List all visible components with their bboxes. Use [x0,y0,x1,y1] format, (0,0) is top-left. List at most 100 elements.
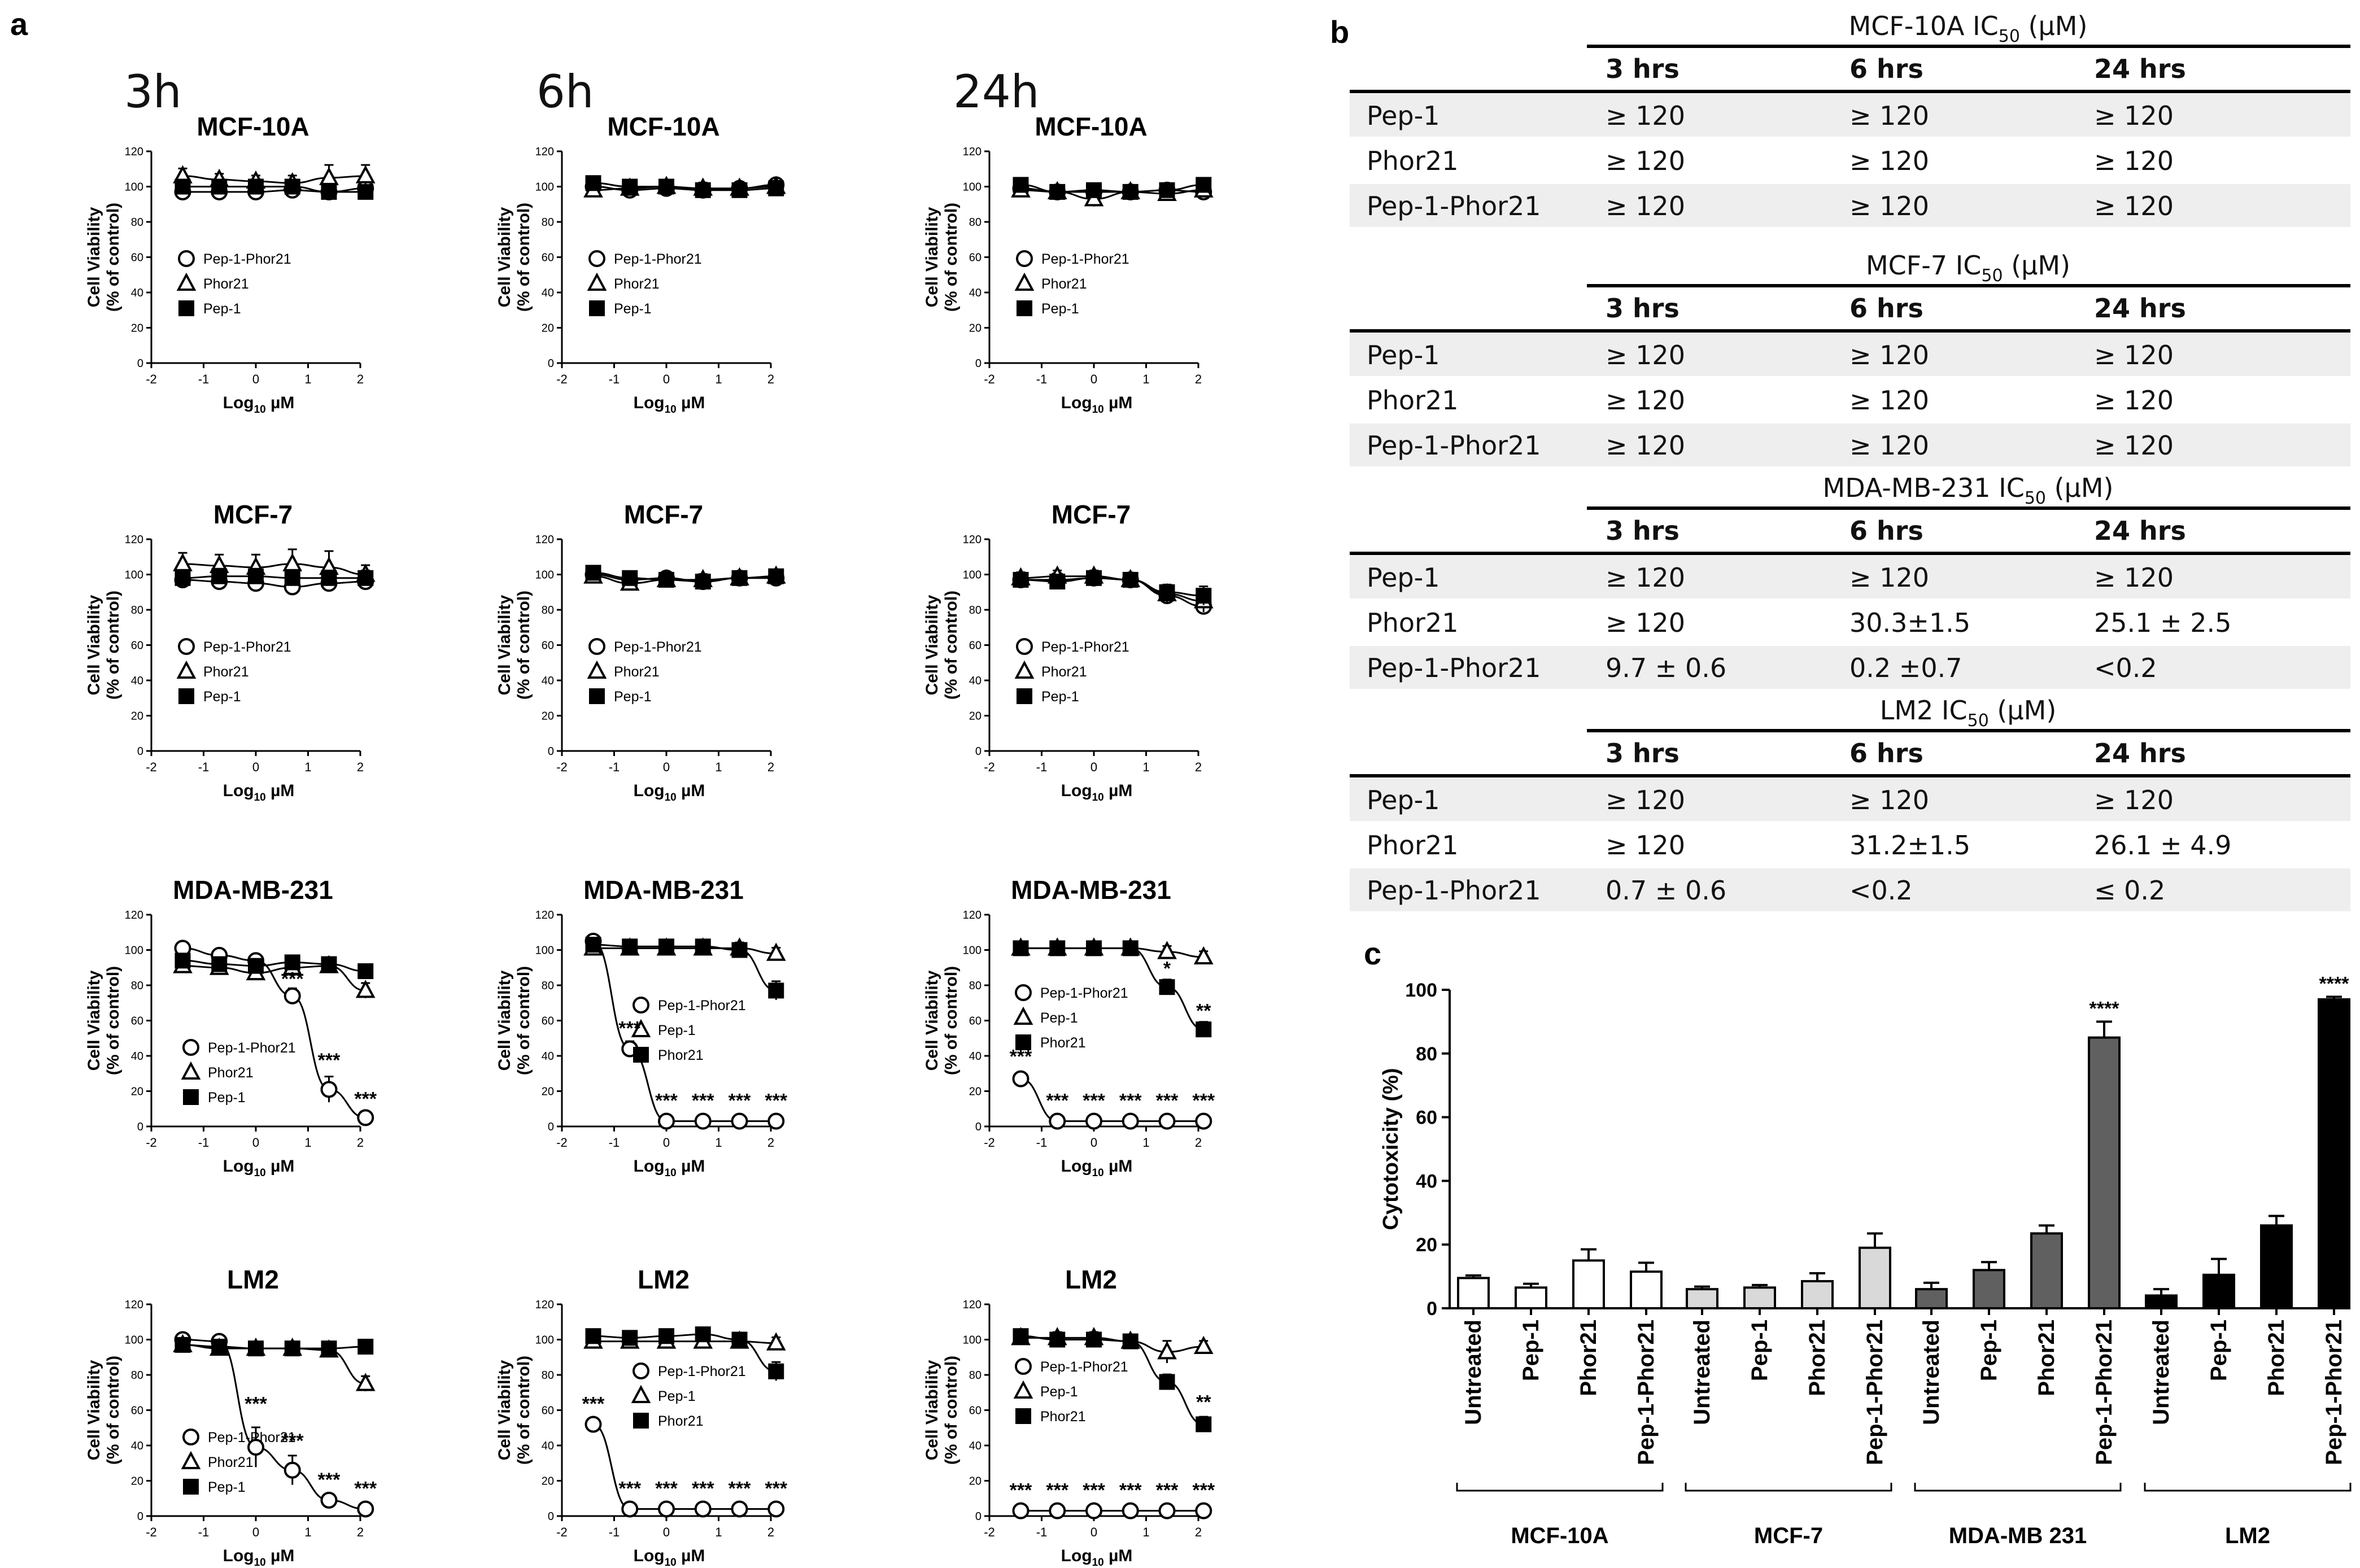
data-point [622,938,638,955]
row-label: Phor21 [1367,830,1458,861]
significance-label: *** [765,1090,787,1112]
x-tick-label: 0 [663,372,670,386]
data-point [283,987,301,1004]
significance-label: ** [1196,1391,1211,1413]
table-cell: ≥ 120 [2094,191,2174,221]
category-label: Pep-1 [1519,1320,1543,1381]
data-point [768,180,784,196]
legend-marker [587,660,607,679]
legend-marker [1015,1408,1031,1424]
x-tick-label: -2 [984,760,995,774]
legend-label: Phor21 [1041,664,1087,680]
legend-marker [178,250,195,267]
dose-response-plot: MCF-10A 0 20 40 60 80 100 120 -2 -1 0 1 2 Log10 µM Cel… [495,112,786,416]
x-tick-label: 0 [1090,1525,1097,1539]
data-point [1193,1335,1214,1354]
data-point [585,175,601,191]
table-cell: 25.1 ± 2.5 [2094,608,2231,638]
panel-label-a: a [10,6,28,42]
series-square-filled [175,1336,374,1357]
legend-label: Pep-1 [203,301,241,317]
y-tick-label: 120 [125,534,143,546]
data-point [695,938,711,955]
y-tick-label: 60 [131,1015,143,1028]
x-tick-label: 2 [357,1525,364,1539]
significance-label: * [1163,958,1171,979]
significance-label: **** [2319,973,2350,994]
data-point [1013,177,1029,193]
data-point [695,182,711,198]
legend-label: Pep-1-Phor21 [203,251,291,267]
legend-marker [587,272,607,291]
y-tick-label: 40 [969,1440,981,1452]
x-tick-label: 1 [1142,760,1149,774]
data-point [175,1336,191,1353]
table-cell: <0.2 [1849,875,1913,906]
data-point [211,568,228,584]
y-tick-label: 20 [969,322,981,335]
x-tick-label: 2 [357,372,364,386]
data-point [658,938,674,955]
y-tick-label: 40 [969,287,981,299]
legend-label: Phor21 [1040,1035,1086,1051]
series-triangle-open [1011,179,1214,207]
data-point [1158,1112,1176,1130]
legend-label: Phor21 [658,1047,704,1063]
bar [1743,1286,1776,1310]
series-square-filled [1013,177,1212,200]
category-label: Untreated [1690,1320,1715,1425]
data-point [1122,184,1138,200]
data-point [585,1328,601,1344]
category-label: Pep-1-Phor21 [2092,1320,2117,1465]
y-tick-label: 20 [542,1475,554,1488]
legend-label: Pep-1 [1041,689,1079,705]
x-axis-label: Log10 µM [223,1157,295,1179]
category-label: Phor21 [2034,1320,2059,1396]
time-label-3h: 3h [124,65,182,118]
category-label: Phor21 [2264,1320,2289,1396]
series-triangle-open [1011,937,1214,964]
series-circle-open [174,180,374,200]
plot-title: LM2 [1065,1265,1117,1294]
legend-marker [631,1384,651,1403]
significance-label: *** [728,1090,751,1112]
row-shade [1350,333,2350,376]
y-tick-label: 100 [535,1334,554,1347]
x-axis-label: Log10 µM [634,781,705,803]
data-point [1196,588,1212,604]
y-tick-label: 80 [131,216,143,229]
data-point [658,178,674,195]
bar-group: Untreated Pep-1 Phor21 **** Pep-1-Phor21 LM2 [2144,973,2352,1548]
data-point [731,1500,748,1518]
x-axis-label: Log10 µM [1061,394,1133,416]
bar [1630,1270,1663,1309]
data-point [1013,571,1029,588]
y-tick-label: 100 [125,945,143,957]
data-point [1159,182,1175,198]
data-point [766,1332,786,1351]
dose-response-plot: LM2 0 20 40 60 80 100 120 -2 -1 0 1 2 Log10 µM Cell Vi… [495,1265,788,1568]
y-tick-label: 80 [969,1369,981,1382]
y-tick-label: 40 [131,1050,143,1063]
bar-group: Untreated Pep-1 Phor21 **** Pep-1-Phor21 MDA-… [1914,998,2122,1548]
x-tick-label: 2 [1195,1135,1202,1150]
x-tick-label: -2 [556,372,568,386]
legend-label: Pep-1 [1041,301,1079,317]
y-tick-label: 0 [975,1510,981,1523]
plot-title: MCF-7 [213,500,293,529]
legend-label: Pep-1-Phor21 [208,1040,296,1056]
series-square-filled [175,567,374,586]
y-tick-label: 40 [969,675,981,687]
plot-title: MCF-10A [1035,112,1147,141]
y-axis-label: Cell Viability(% of control) [495,203,533,312]
legend-label: Phor21 [1041,276,1087,292]
table-cell: ≥ 120 [1849,101,1929,131]
data-point [175,178,191,195]
y-tick-label: 40 [542,675,554,687]
y-tick-label: 100 [125,1334,143,1347]
data-point [1085,1112,1102,1130]
x-tick-label: -2 [556,760,568,774]
x-tick-label: -2 [146,1135,157,1150]
y-tick-label: 120 [963,534,981,546]
series-square-filled [1013,940,1212,1038]
